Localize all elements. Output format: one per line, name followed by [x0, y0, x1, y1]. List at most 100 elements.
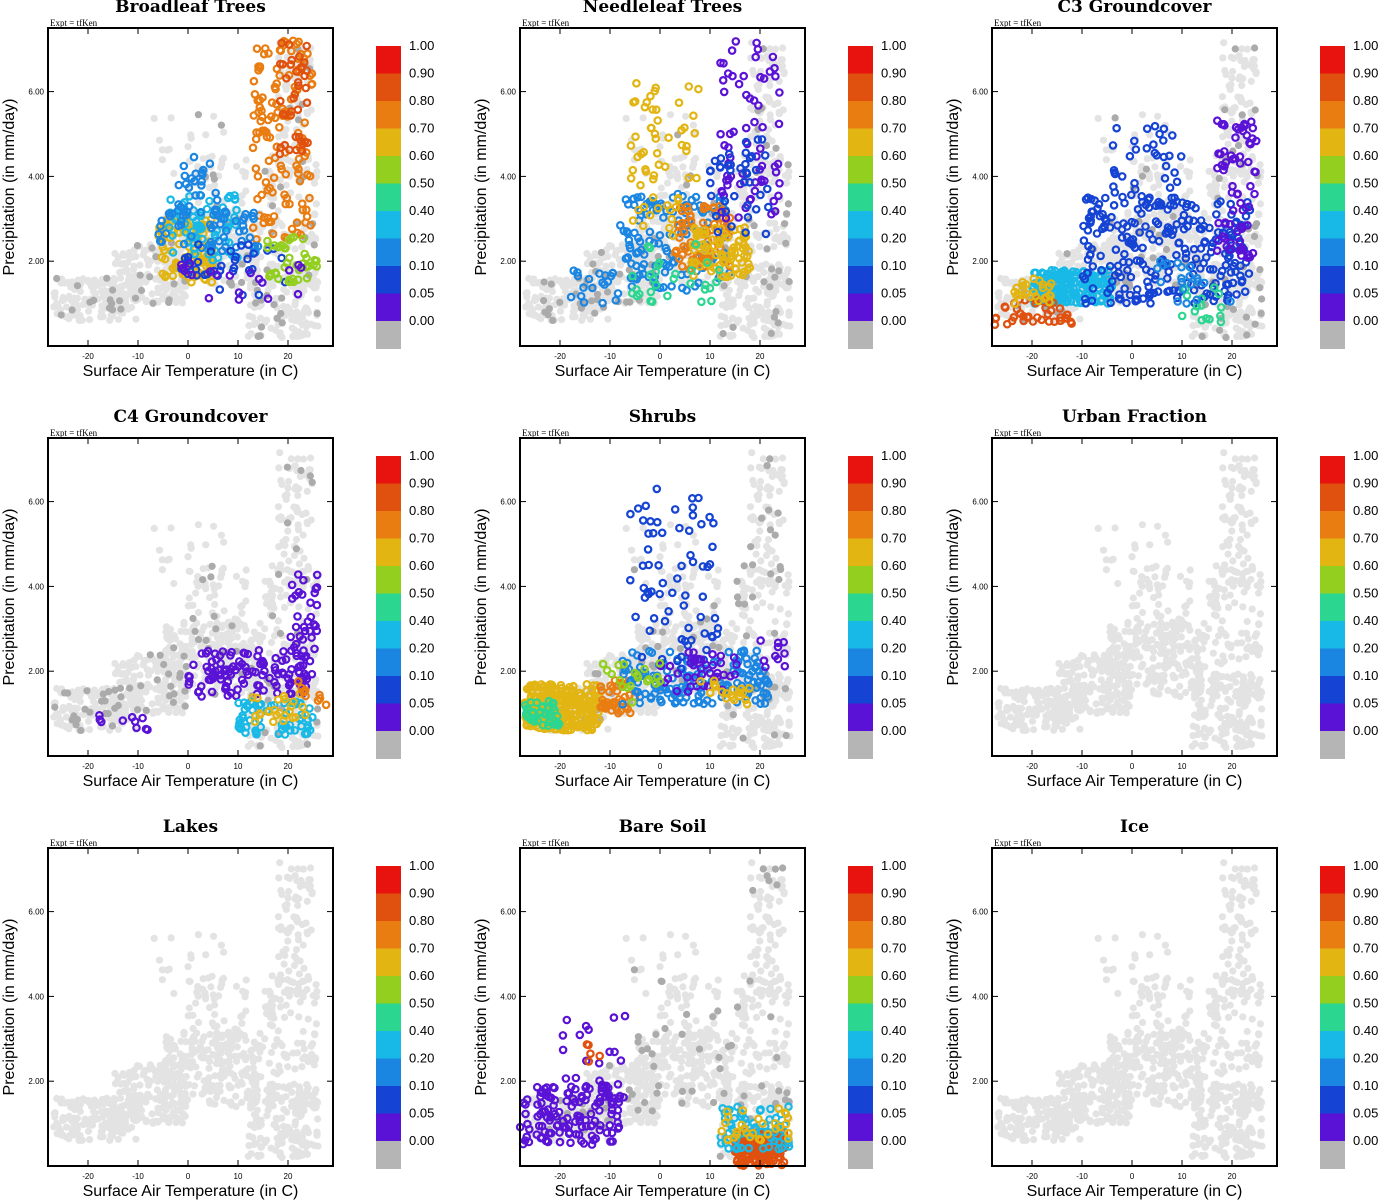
zero-point [165, 296, 173, 304]
bg-point [83, 277, 91, 285]
zero-point [1221, 106, 1229, 114]
bg-point [252, 257, 260, 265]
bg-point [73, 294, 81, 302]
colorbar-swatch [848, 183, 873, 212]
bg-point [756, 243, 764, 251]
bg-point [218, 156, 226, 164]
bg-point [1229, 67, 1237, 76]
data-point [668, 258, 677, 267]
colorbar-label: 0.50 [881, 176, 906, 191]
zero-point [194, 111, 202, 119]
bg-point [1149, 244, 1157, 252]
data-point [204, 293, 214, 303]
bg-point [766, 45, 774, 53]
bg-point [1221, 66, 1229, 75]
data-point [287, 224, 297, 234]
bg-point [768, 292, 776, 300]
zero-point [170, 280, 178, 288]
y-tick-label: 2.00 [28, 257, 44, 266]
data-point [653, 116, 663, 125]
data-point [734, 79, 744, 89]
bg-point [1124, 210, 1132, 219]
bg-point [1232, 316, 1240, 324]
bg-point [267, 324, 275, 332]
zero-point [540, 297, 548, 305]
x-tick-label: 10 [1178, 352, 1187, 361]
zero-point [1257, 309, 1265, 318]
zero-point [591, 309, 599, 317]
bg-point [614, 278, 622, 286]
data-point [775, 179, 784, 188]
bg-point [1237, 170, 1245, 178]
data-point [307, 79, 317, 89]
bg-point [1151, 163, 1159, 171]
zero-point [238, 278, 246, 287]
bg-point [690, 156, 698, 164]
data-point [739, 71, 749, 81]
bg-point [238, 199, 246, 207]
colorbar-label: 0.70 [881, 121, 906, 136]
bg-point [278, 222, 286, 230]
bg-point [726, 331, 734, 339]
bg-point [184, 143, 192, 151]
data-point [302, 253, 311, 263]
x-axis-label: Surface Air Temperature (in C) [555, 363, 771, 380]
zero-point [772, 144, 780, 152]
zero-point [136, 271, 144, 279]
bg-point [1247, 77, 1255, 85]
colorbar-label: 0.50 [409, 176, 434, 191]
bg-point [1238, 45, 1246, 53]
data-point [1235, 152, 1245, 161]
colorbar-swatch [1320, 46, 1345, 74]
bg-point [735, 292, 743, 300]
bg-point [561, 287, 570, 296]
zero-point [616, 270, 624, 278]
bg-point [172, 286, 181, 294]
bg-point [771, 219, 779, 227]
bg-point [760, 316, 768, 324]
data-point [626, 141, 636, 150]
bg-point [311, 210, 319, 218]
bg-point [232, 162, 241, 170]
bg-point [775, 108, 783, 116]
bg-point [132, 315, 140, 323]
y-tick-label: 4.00 [28, 172, 44, 181]
data-point [751, 205, 761, 214]
data-point [689, 111, 698, 121]
data-point [642, 98, 652, 107]
zero-point [217, 121, 225, 129]
zero-point [57, 311, 65, 319]
colorbar-label: 0.05 [1353, 286, 1378, 301]
bg-point [618, 241, 626, 249]
colorbar-label: 0.70 [1353, 121, 1378, 136]
zero-point [116, 297, 124, 305]
zero-point [146, 273, 154, 281]
bg-point [642, 280, 650, 288]
bg-point [114, 286, 122, 294]
bg-point [1218, 93, 1226, 101]
bg-point [1154, 112, 1162, 120]
data-point [774, 191, 783, 201]
x-tick-label: 0 [658, 352, 663, 361]
bg-point [1252, 70, 1260, 78]
zero-point [278, 294, 286, 302]
colorbar-label: 0.60 [881, 148, 906, 163]
points [990, 39, 1266, 341]
zero-point [683, 181, 691, 189]
zero-point [784, 161, 792, 169]
data-point [210, 205, 220, 215]
zero-point [781, 220, 789, 228]
data-point [630, 228, 639, 238]
data-point [249, 76, 259, 86]
data-point [1150, 121, 1160, 131]
data-point [632, 79, 641, 88]
x-tick-label: 0 [1130, 352, 1135, 361]
bg-point [556, 307, 565, 315]
bg-point [244, 332, 252, 340]
data-point [716, 129, 725, 139]
bg-point [786, 322, 794, 330]
x-tick-label: -20 [1026, 352, 1038, 361]
